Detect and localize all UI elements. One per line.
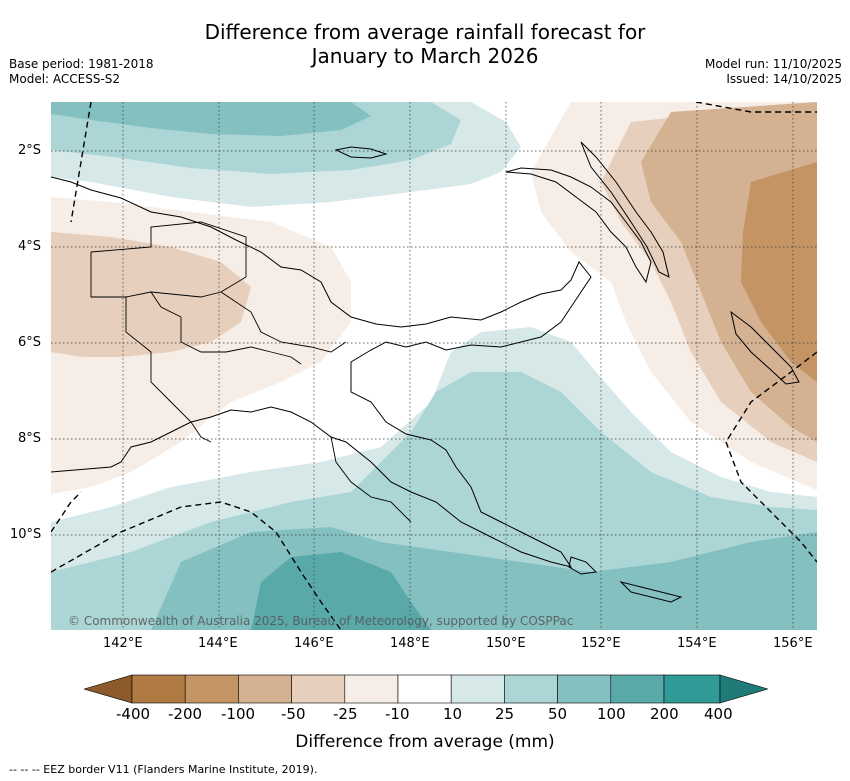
lon-label-152e: 152°E [581, 636, 621, 651]
legend-swatch-400-200 [131, 674, 186, 704]
legend-swatch-10-10 [397, 674, 452, 704]
lon-label-142e: 142°E [103, 636, 143, 651]
lat-label-10s: 10°S [10, 527, 42, 542]
eez-borders [51, 102, 817, 630]
legend-label-200: 200 [650, 705, 679, 723]
model-text: Model: ACCESS-S2 [9, 72, 121, 86]
legend-label-50: 50 [548, 705, 568, 723]
lon-label-148e: 148°E [390, 636, 430, 651]
title-line-1: Difference from average rainfall forecas… [204, 20, 646, 44]
map-svg [51, 102, 817, 630]
legend-label-neg-10: -10 [385, 705, 410, 723]
zone-left-dry-light [51, 232, 251, 357]
issued-text: Issued: 14/10/2025 [726, 72, 842, 86]
coastlines [51, 141, 800, 603]
lon-label-154e: 154°E [677, 636, 717, 651]
legend-swatch-100-50 [238, 674, 292, 704]
legend-label-100: 100 [597, 705, 626, 723]
legend-swatch-10-25 [450, 674, 505, 704]
legend-label-25: 25 [495, 705, 515, 723]
province-borders [90, 221, 412, 523]
legend-swatch-25-50 [504, 674, 558, 704]
legend-label-400: 400 [704, 705, 733, 723]
base-period-info: Base period: 1981-2018 Model: ACCESS-S2 [9, 57, 154, 87]
manus-coast [334, 146, 388, 159]
lat-label-4s: 4°S [18, 239, 42, 254]
legend-svg [82, 674, 770, 704]
zone-top-wet-strong [51, 102, 371, 136]
gridlines [51, 102, 817, 630]
legend-swatch-200-400 [663, 674, 721, 704]
legend-swatch-lt-400 [82, 674, 133, 704]
legend-swatch-50-25 [291, 674, 346, 704]
bougainville-coast [730, 310, 800, 385]
new-guinea-coast [51, 176, 592, 568]
lon-label-150e: 150°E [486, 636, 526, 651]
lon-label-144e: 144°E [198, 636, 238, 651]
legend-swatch-gt-400 [719, 674, 770, 704]
dentrecasteaux-coast [568, 556, 598, 575]
legend-swatch-100-200 [610, 674, 665, 704]
legend-swatch-50-100 [557, 674, 612, 704]
model-run-text: Model run: 11/10/2025 [704, 57, 842, 71]
lon-label-156e: 156°E [773, 636, 813, 651]
legend-label-neg-200: -200 [168, 705, 203, 723]
lat-label-2s: 2°S [18, 143, 42, 158]
lat-label-8s: 8°S [18, 431, 42, 446]
legend-swatch-25-10 [344, 674, 399, 704]
legend-label-neg-50: -50 [281, 705, 306, 723]
model-run-info: Model run: 11/10/2025 Issued: 14/10/2025 [705, 57, 842, 87]
legend-label-10: 10 [443, 705, 463, 723]
legend-label-neg-25: -25 [333, 705, 358, 723]
base-period-text: Base period: 1981-2018 [9, 57, 154, 71]
legend-swatch-200-100 [184, 674, 239, 704]
zone-right-dry-strong [741, 162, 817, 382]
rainfall-map [51, 102, 817, 630]
new-britain-coast [505, 167, 652, 284]
new-ireland-coast [580, 141, 670, 278]
color-legend [82, 674, 770, 704]
legend-title: Difference from average (mm) [295, 732, 555, 752]
zone-bottom-wet-heavy [251, 552, 431, 630]
louisiade-coast [619, 581, 683, 603]
copyright-notice: © Commonwealth of Australia 2025, Bureau… [68, 614, 574, 628]
eez-footer-note: -- -- -- EEZ border V11 (Flanders Marine… [9, 763, 318, 776]
lat-label-6s: 6°S [18, 335, 42, 350]
lon-label-146e: 146°E [294, 636, 334, 651]
title-line-2: January to March 2026 [311, 44, 539, 68]
legend-label-neg-100: -100 [221, 705, 256, 723]
legend-label-neg-400: -400 [116, 705, 151, 723]
map-title: Difference from average rainfall forecas… [0, 20, 850, 68]
